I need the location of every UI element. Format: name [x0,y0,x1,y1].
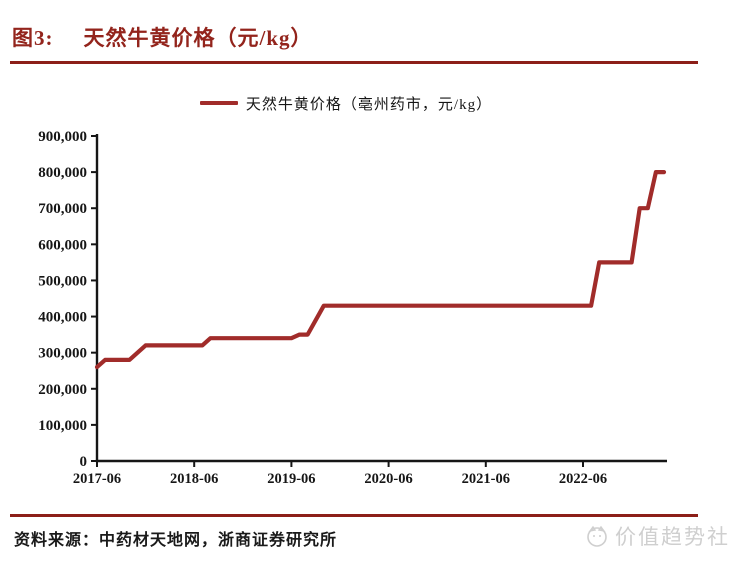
title-divider [10,61,698,64]
x-tick-label: 2021-06 [462,471,510,487]
figure-title-text: 天然牛黄价格（元/kg） [83,26,313,50]
y-tick-label: 100,000 [38,418,87,434]
watermark: 价值趋势社 [584,521,730,551]
y-tick-label: 900,000 [38,129,87,145]
figure-title: 图3: 天然牛黄价格（元/kg） [12,22,313,52]
y-tick-label: 300,000 [38,346,87,362]
y-tick-label: 200,000 [38,382,87,398]
footer-divider [10,514,698,517]
watermark-logo-icon [587,525,607,547]
y-tick-label: 400,000 [38,310,87,326]
y-tick-label: 600,000 [38,237,87,253]
x-tick-label: 2022-06 [559,471,607,487]
price-series-line [94,170,667,370]
x-tick-label: 2017-06 [73,471,121,487]
y-tick-label: 0 [80,454,88,470]
y-tick-label: 700,000 [38,201,87,217]
legend-line-swatch [199,101,238,105]
watermark-text: 价值趋势社 [615,525,730,549]
x-tick-label: 2018-06 [170,471,218,487]
legend-label: 天然牛黄价格（亳州药市，元/kg） [245,96,493,113]
chart-legend: 天然牛黄价格（亳州药市，元/kg） [0,92,714,114]
figure-number: 图3: [12,26,54,50]
y-tick-label: 500,000 [38,273,87,289]
y-tick-label: 800,000 [38,165,87,181]
x-tick-label: 2020-06 [364,471,412,487]
x-tick-label: 2019-06 [267,471,315,487]
source-note: 资料来源：中药材天地网，浙商证券研究所 [14,532,338,549]
